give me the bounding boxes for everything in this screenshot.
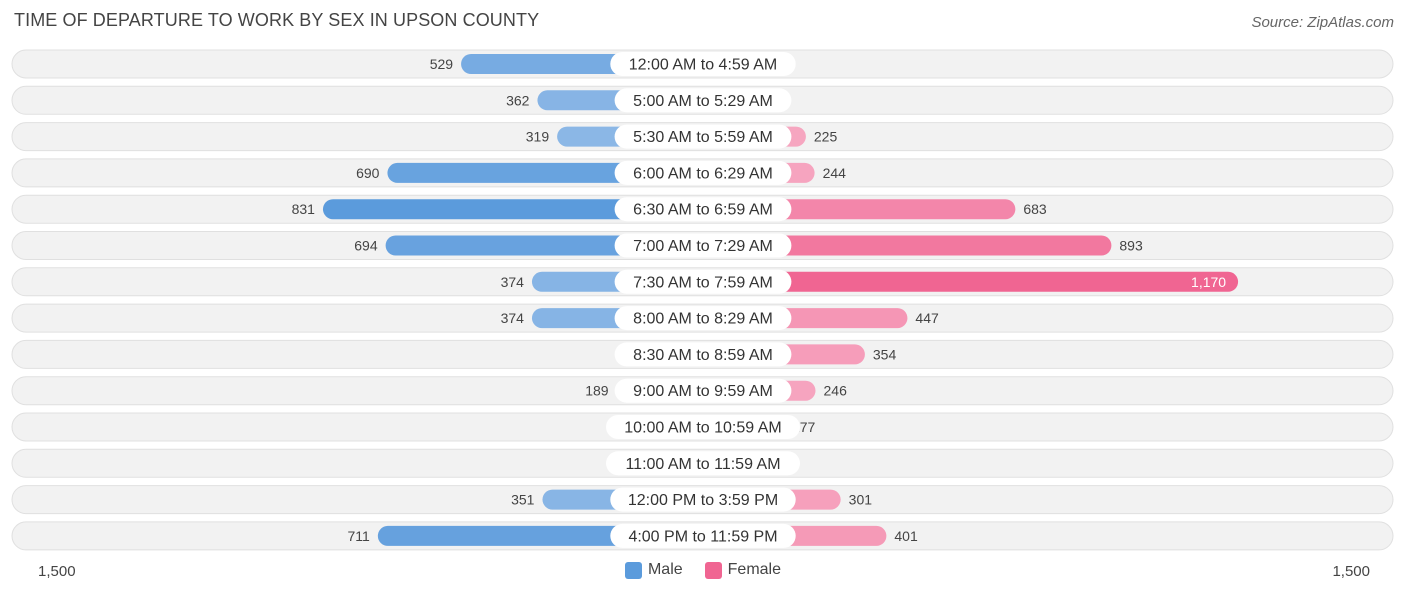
legend-label-male: Male: [647, 561, 683, 578]
category-pill: [610, 487, 796, 512]
category-label: 11:00 AM to 11:59 AM: [625, 456, 780, 473]
category-label: 12:00 AM to 4:59 AM: [629, 57, 778, 74]
category-label: 5:30 AM to 5:59 AM: [633, 129, 773, 146]
value-label-male: 189: [585, 383, 609, 399]
value-label-female: 301: [849, 492, 873, 508]
row-13: 711 401 4:00 PM to 11:59 PM: [11, 521, 1394, 551]
value-label-male: 690: [356, 165, 380, 181]
row-2: 319 225 5:30 AM to 5:59 AM: [11, 122, 1394, 152]
value-label-male: 351: [511, 492, 535, 508]
category-pill: [606, 415, 800, 439]
legend-swatch-female: [704, 561, 722, 579]
category-pill: [614, 342, 792, 367]
row-9: 189 246 9:00 AM to 9:59 AM: [11, 376, 1394, 406]
bar-female: [703, 235, 1112, 256]
row-10: 11317710:00 AM to 10:59 AM: [11, 412, 1394, 442]
chart-title: TIME OF DEPARTURE TO WORK BY SEX IN UPSO…: [14, 10, 540, 30]
category-label: 6:30 AM to 6:59 AM: [633, 202, 773, 219]
value-label-male: 711: [348, 528, 371, 544]
value-label-male: 319: [526, 129, 550, 145]
row-1: 362895:00 AM to 5:29 AM: [11, 85, 1394, 115]
category-pill: [606, 451, 800, 476]
row-7: 374 447 8:00 AM to 8:29 AM: [11, 303, 1394, 333]
row-0: 5296012:00 AM to 4:59 AM: [11, 49, 1394, 79]
row-8: 713548:30 AM to 8:59 AM: [11, 339, 1394, 369]
category-label: 7:30 AM to 7:59 AM: [633, 274, 773, 291]
legend-label-female: Female: [727, 561, 782, 578]
category-pill: [614, 160, 792, 185]
category-pill: [614, 197, 792, 222]
category-label: 12:00 PM to 3:59 PM: [628, 492, 778, 509]
legend-item-male[interactable]: Male: [624, 561, 683, 579]
row-6: 374 1,170 7:30 AM to 7:59 AM: [11, 267, 1394, 297]
category-pill: [610, 52, 796, 76]
axis-right-label: 1,500: [1332, 563, 1370, 580]
value-label-male: 374: [501, 310, 525, 326]
row-3: 690 244 6:00 AM to 6:29 AM: [11, 158, 1394, 188]
source-note: Source: ZipAtlas.com: [1251, 14, 1394, 31]
legend-swatch-male: [624, 561, 642, 579]
value-label-male: 694: [354, 238, 378, 254]
value-label-female: 893: [1119, 238, 1143, 254]
value-label-female: 225: [814, 129, 838, 145]
category-pill: [614, 88, 792, 113]
value-label-male: 362: [506, 92, 530, 108]
category-pill: [614, 269, 792, 294]
bar-female: [703, 271, 1239, 292]
category-label: 4:00 PM to 11:59 PM: [628, 528, 777, 545]
category-pill: [614, 233, 792, 258]
value-label-female: 354: [873, 346, 897, 362]
value-label-female: 401: [894, 528, 918, 544]
category-label: 6:00 AM to 6:29 AM: [633, 165, 773, 182]
bar-male: [322, 199, 703, 220]
value-label-male: 374: [501, 274, 525, 290]
row-4: 831 683 6:30 AM to 6:59 AM: [11, 194, 1394, 224]
row-11: 324211:00 AM to 11:59 AM: [11, 448, 1394, 478]
category-pill: [610, 523, 796, 548]
value-label-female: 1,170: [1191, 274, 1226, 290]
row-12: 351 301 12:00 PM to 3:59 PM: [11, 485, 1394, 515]
axis-left-label: 1,500: [38, 563, 76, 580]
category-label: 10:00 AM to 10:59 AM: [624, 420, 781, 437]
value-label-female: 683: [1023, 201, 1047, 217]
category-label: 7:00 AM to 7:29 AM: [633, 238, 773, 255]
category-pill: [614, 306, 792, 331]
category-pill: [614, 378, 792, 403]
value-label-male: 529: [430, 56, 454, 72]
legend-item-female[interactable]: Female: [704, 561, 782, 579]
value-label-female: 244: [823, 165, 847, 181]
category-label: 5:00 AM to 5:29 AM: [633, 93, 773, 110]
category-pill: [614, 124, 792, 149]
category-label: 9:00 AM to 9:59 AM: [633, 383, 773, 400]
value-label-male: 831: [292, 201, 316, 217]
legend: Male Female: [0, 561, 1406, 579]
row-5: 694 893 7:00 AM to 7:29 AM: [11, 231, 1394, 260]
category-label: 8:00 AM to 8:29 AM: [633, 311, 773, 328]
value-label-female: 447: [915, 310, 939, 326]
value-label-female: 246: [824, 383, 848, 399]
category-label: 8:30 AM to 8:59 AM: [633, 347, 773, 364]
